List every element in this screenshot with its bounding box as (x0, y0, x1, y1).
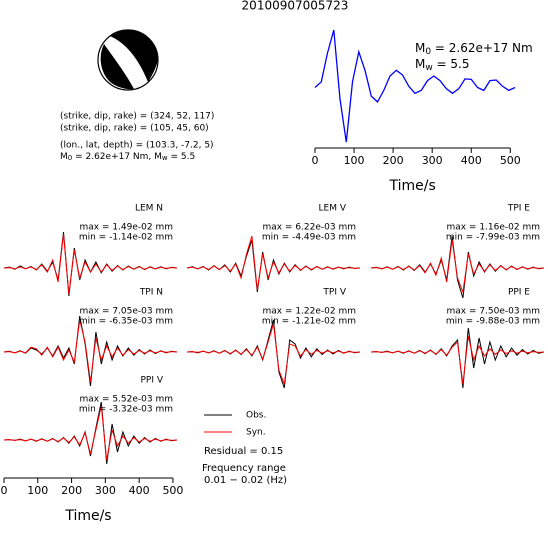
trace (314, 29, 516, 143)
trace (370, 327, 545, 389)
trace (3, 319, 178, 383)
trace (186, 323, 361, 385)
min-label: min = -9.88e-03 mm (446, 317, 540, 327)
figure-title: 20100907005723 (242, 0, 349, 13)
x-tick-label: 500 (500, 154, 521, 167)
stf-magnitude: Mw = 5.5 (415, 57, 470, 73)
x-tick-label: 300 (422, 154, 443, 167)
x-tick-label: 100 (27, 484, 48, 497)
stf-moment: M0 = 2.62e+17 Nm (415, 41, 533, 57)
trace (186, 235, 361, 291)
station-label: LEM N (135, 204, 163, 214)
min-label: min = -7.99e-03 mm (446, 233, 540, 243)
x-tick-label: 400 (461, 154, 482, 167)
max-label: max = 1.22e-02 mm (262, 307, 356, 317)
mechanism-line: (lon., lat, depth) = (103.3, -7.2, 5) (60, 141, 214, 151)
x-tick-label: 500 (162, 484, 183, 497)
residual: Residual = 0.15 (204, 446, 283, 457)
x-tick-label: 400 (129, 484, 150, 497)
max-label: max = 6.22e-03 mm (262, 223, 356, 233)
x-axis-label: Time/s (64, 508, 111, 524)
trace (3, 233, 178, 295)
station-label: LEM V (319, 204, 347, 214)
station-label: TPI E (507, 204, 530, 214)
min-label: min = -1.21e-02 mm (262, 317, 356, 327)
station-label: PPI V (140, 376, 163, 386)
max-label: max = 7.05e-03 mm (79, 307, 173, 317)
x-tick-label: 0 (312, 154, 319, 167)
trace (186, 319, 361, 389)
trace (370, 335, 545, 385)
trace (3, 405, 178, 461)
x-tick-label: 100 (344, 154, 365, 167)
mechanism-line: (strike, dip, rake) = (105, 45, 60) (60, 124, 209, 134)
trace (370, 239, 545, 294)
legend: Obs. Syn. Residual = 0.15 Frequency rang… (202, 411, 287, 487)
trace (186, 239, 361, 293)
x-tick-label: 200 (383, 154, 404, 167)
min-label: min = -3.32e-03 mm (79, 405, 173, 415)
x-tick-label: 0 (1, 484, 8, 497)
legend-label: Obs. (246, 411, 266, 421)
min-label: min = -1.14e-02 mm (79, 233, 173, 243)
x-tick-label: 200 (61, 484, 82, 497)
station-label: PPI E (508, 288, 530, 298)
moment-line: M0 = 2.62e+17 Nm, Mw = 5.5 (60, 152, 195, 163)
beachball (97, 29, 159, 91)
min-label: min = -4.49e-03 mm (262, 233, 356, 243)
x-axis-label: Time/s (389, 178, 436, 194)
max-label: max = 1.16e-02 mm (446, 223, 540, 233)
x-tick-label: 300 (95, 484, 116, 497)
min-label: min = -6.35e-03 mm (79, 317, 173, 327)
max-label: max = 1.49e-02 mm (79, 223, 173, 233)
station-label: TPI V (322, 288, 346, 298)
freq-title: Frequency range (202, 463, 286, 474)
station-label: TPI N (139, 288, 163, 298)
max-label: max = 5.52e-03 mm (79, 395, 173, 405)
legend-label: Syn. (246, 428, 266, 438)
mechanism-line: (strike, dip, rake) = (324, 52, 117) (60, 112, 214, 122)
max-label: max = 7.50e-03 mm (446, 307, 540, 317)
freq-range: 0.01 − 0.02 (Hz) (204, 475, 287, 486)
